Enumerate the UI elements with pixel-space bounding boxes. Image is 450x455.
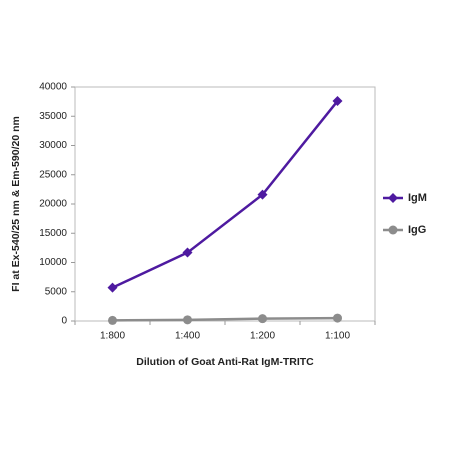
y-tick-label: 30000 xyxy=(39,140,67,151)
x-tick-label: 1:400 xyxy=(175,331,200,342)
y-tick-label: 10000 xyxy=(39,257,67,268)
legend-marker xyxy=(388,225,398,235)
y-tick-label: 15000 xyxy=(39,228,67,239)
x-tick-label: 1:100 xyxy=(325,331,350,342)
data-point xyxy=(108,315,117,325)
series-line xyxy=(111,100,339,289)
data-point xyxy=(182,247,193,258)
y-tick-label: 20000 xyxy=(39,199,67,210)
series-line xyxy=(112,316,338,322)
data-point xyxy=(183,315,192,325)
data-point xyxy=(333,313,342,323)
y-tick-label: 35000 xyxy=(39,111,67,122)
y-axis-title: FI at Ex-540/25 nm & Em-590/20 nm xyxy=(10,116,22,292)
x-tick-label: 1:200 xyxy=(250,331,275,342)
data-point xyxy=(258,314,267,324)
legend-label: IgM xyxy=(408,192,427,204)
y-tick-label: 5000 xyxy=(45,286,68,297)
data-point xyxy=(107,282,118,293)
legend-label: IgG xyxy=(408,224,426,236)
y-tick-label: 25000 xyxy=(39,169,67,180)
data-point xyxy=(257,189,268,200)
data-point xyxy=(332,96,343,107)
legend-marker xyxy=(388,193,398,203)
x-axis-title: Dilution of Goat Anti-Rat IgM-TRITC xyxy=(136,356,314,368)
y-tick-label: 40000 xyxy=(39,82,67,93)
y-tick-label: 0 xyxy=(61,316,67,327)
x-tick-label: 1:800 xyxy=(100,331,125,342)
plot-frame xyxy=(74,86,376,322)
